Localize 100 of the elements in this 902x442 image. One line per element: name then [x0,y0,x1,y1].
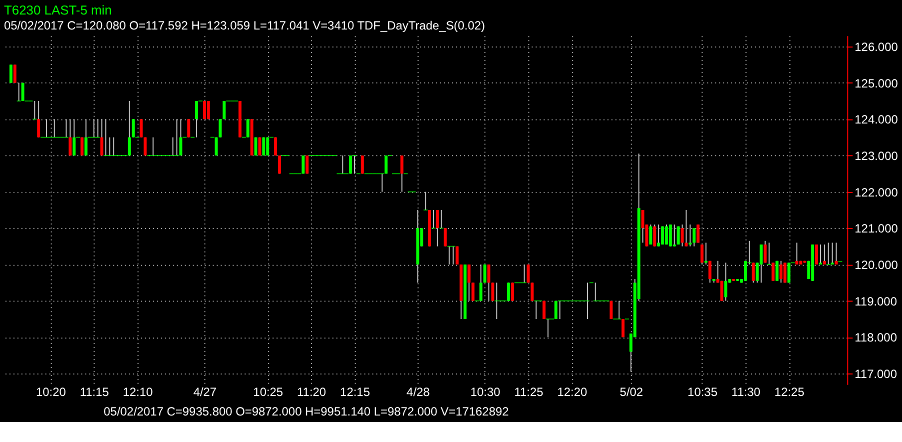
candlestick [37,100,40,138]
candlestick [9,64,12,84]
candlestick [534,300,538,320]
candlestick [708,260,712,284]
x-tick-label: 12:20 [557,384,588,399]
candlestick [471,282,474,302]
candlestick [664,224,668,246]
y-tick-label: 122.000 [854,185,898,200]
candlestick [617,300,622,320]
candlestick [16,82,21,102]
candlestick [586,282,590,320]
candlestick [108,136,112,156]
candlestick [174,118,179,156]
y-tick-label: 121.000 [854,222,898,236]
x-tick-label: 10:20 [36,384,66,399]
x-tick-label: 11:25 [514,384,544,399]
candlestick [558,300,562,320]
candlestick [822,244,826,266]
chart-title: T6230 LAST-5 min [4,2,112,18]
candlestick [752,262,755,284]
candlestick [657,224,660,247]
candlestick [622,318,625,338]
candlestick [510,282,514,302]
candlestick [32,100,37,120]
candlestick [772,262,775,282]
y-tick-label: 124.000 [854,112,898,127]
candlestick [258,136,262,156]
candlestick [815,244,818,266]
candlestick [779,260,782,284]
candlestick [684,210,688,247]
candlestick [483,264,486,284]
candlestick [72,118,76,156]
candlestick [144,136,147,156]
chart-subtitle: 05/02/2017 C=120.080 O=117.592 H=123.059 L=117.041 V=3410 TDF_DayTrade_S(0.02) [4,18,486,33]
y-tick-label: 123.000 [854,148,898,163]
candlestick [830,242,834,266]
candlestick [64,118,68,138]
candlestick [764,240,767,264]
candlestick [262,136,266,156]
y-tick-label: 125.000 [854,76,898,90]
x-tick-label: 10:35 [688,384,718,399]
candlestick [80,136,84,156]
x-tick-label: 12:25 [774,384,805,399]
candlestick [522,264,526,284]
candlestick [672,224,676,247]
y-tick-label: 117.000 [854,367,898,382]
candlestick [444,228,447,247]
candlestick [246,118,250,138]
candlestick [767,242,772,266]
y-tick-label: 118.000 [854,330,898,345]
x-tick-label: 5/02 [620,384,644,399]
candlestick [44,118,48,138]
candlestick [593,282,598,302]
candlestick [436,210,439,247]
candlestick [96,118,100,138]
candlestick [494,282,499,320]
candlestick [340,154,345,174]
x-tick-label: 11:30 [731,384,761,399]
candlestick [526,264,530,284]
candlestick [649,224,652,246]
y-tick-label: 126.000 [854,40,898,54]
x-tick-label: 10:30 [470,384,501,399]
x-tick-label: 11:15 [80,384,110,399]
x-tick-label: 10:25 [253,384,284,399]
x-tick-label: 4/27 [193,384,217,399]
candlestick [274,136,278,156]
candlestick [724,262,728,302]
candlestick [826,242,830,266]
candlestick [128,100,131,156]
candlestick [641,210,644,244]
candlestick [92,118,96,138]
candlestick [400,154,404,192]
y-tick-label: 119.000 [854,294,898,308]
y-tick-label: 120.000 [854,258,898,272]
candlestick [818,244,822,266]
candlestick [546,318,550,338]
candlestick [424,191,428,211]
candlestick [254,136,258,156]
candlestick [668,224,672,247]
candlestick [696,224,700,244]
candlestick [487,264,490,302]
x-tick-label: 11:20 [297,384,326,399]
candlestick [170,136,175,156]
x-tick-label: 12:15 [340,384,370,399]
candlestick [104,118,108,156]
candlestick [491,282,494,302]
candlestick [795,242,798,266]
candlestick [140,118,143,138]
candlestick [187,118,190,138]
candlestick [21,82,24,102]
candlestick [700,244,704,266]
candlestick [68,118,72,156]
candlestick [100,118,104,156]
candlestick [653,224,656,247]
candlestick [214,136,218,156]
candlestick [151,136,156,156]
candlestick [688,224,692,247]
candlestick [692,228,696,247]
x-tick-label: 12:10 [122,384,154,399]
candlestick [352,154,356,174]
